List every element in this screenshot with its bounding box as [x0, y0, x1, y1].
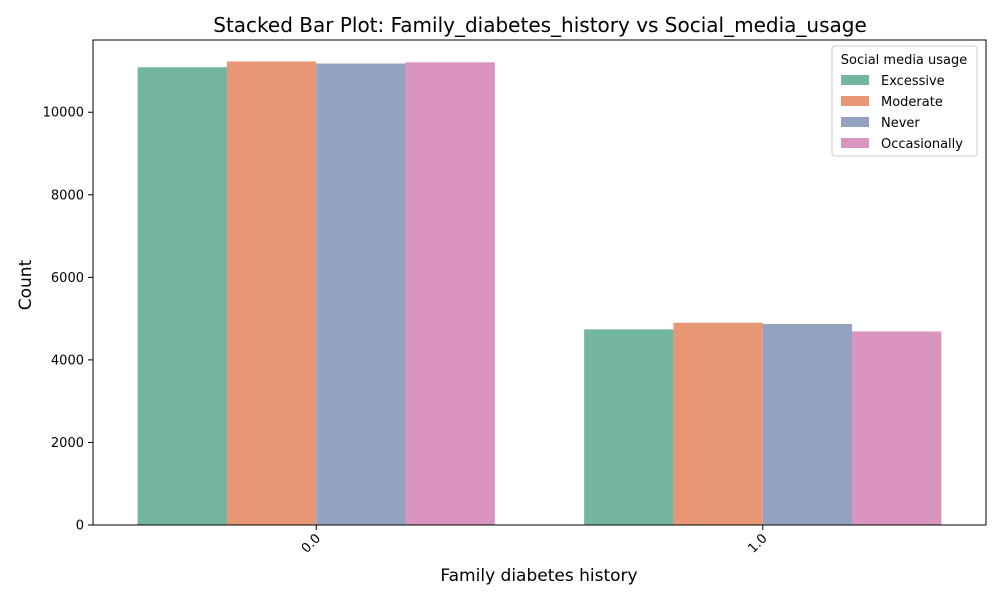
bars-layer [137, 61, 942, 526]
chart-title: Stacked Bar Plot: Family_diabetes_histor… [213, 13, 867, 37]
legend-label-excessive: Excessive [881, 74, 945, 89]
legend-box [831, 45, 978, 157]
bar-occasionally-1.0 [852, 331, 942, 525]
y-tick-label: 6000 [51, 271, 84, 286]
legend-swatch-excessive [841, 75, 869, 85]
legend-label-never: Never [881, 116, 920, 131]
bar-excessive-1.0 [584, 329, 674, 525]
x-axis-ticks: 0.0 1.0 [299, 525, 771, 556]
bar-never-1.0 [762, 323, 853, 525]
legend-swatch-moderate [841, 96, 869, 106]
bar-occasionally-0.0 [405, 62, 495, 525]
y-tick-label: 0 [76, 519, 84, 534]
legend-swatch-occasionally [841, 138, 869, 148]
y-tick-label: 10000 [43, 106, 84, 121]
plot-frame [92, 39, 987, 526]
y-tick-label: 4000 [51, 353, 84, 368]
legend-swatch-never [841, 117, 869, 127]
y-axis-ticks: 0 2000 4000 6000 8000 10000 [43, 106, 93, 534]
x-tick-label: 0.0 [299, 531, 324, 556]
legend: Social media usage Excessive Moderate Neve… [831, 45, 978, 157]
legend-label-moderate: Moderate [881, 95, 943, 110]
bar-moderate-0.0 [226, 61, 317, 526]
x-axis-label: Family diabetes history [440, 566, 637, 586]
legend-title: Social media usage [841, 53, 968, 68]
legend-items: Excessive Moderate Never Occasionally [841, 74, 963, 152]
bar-never-0.0 [316, 63, 406, 525]
y-tick-label: 2000 [51, 436, 84, 451]
y-tick-label: 8000 [51, 188, 84, 203]
x-tick-label: 1.0 [745, 531, 770, 556]
legend-label-occasionally: Occasionally [881, 137, 963, 152]
bar-excessive-0.0 [137, 67, 227, 526]
bar-moderate-1.0 [673, 322, 763, 525]
y-axis-label: Count [16, 259, 36, 310]
